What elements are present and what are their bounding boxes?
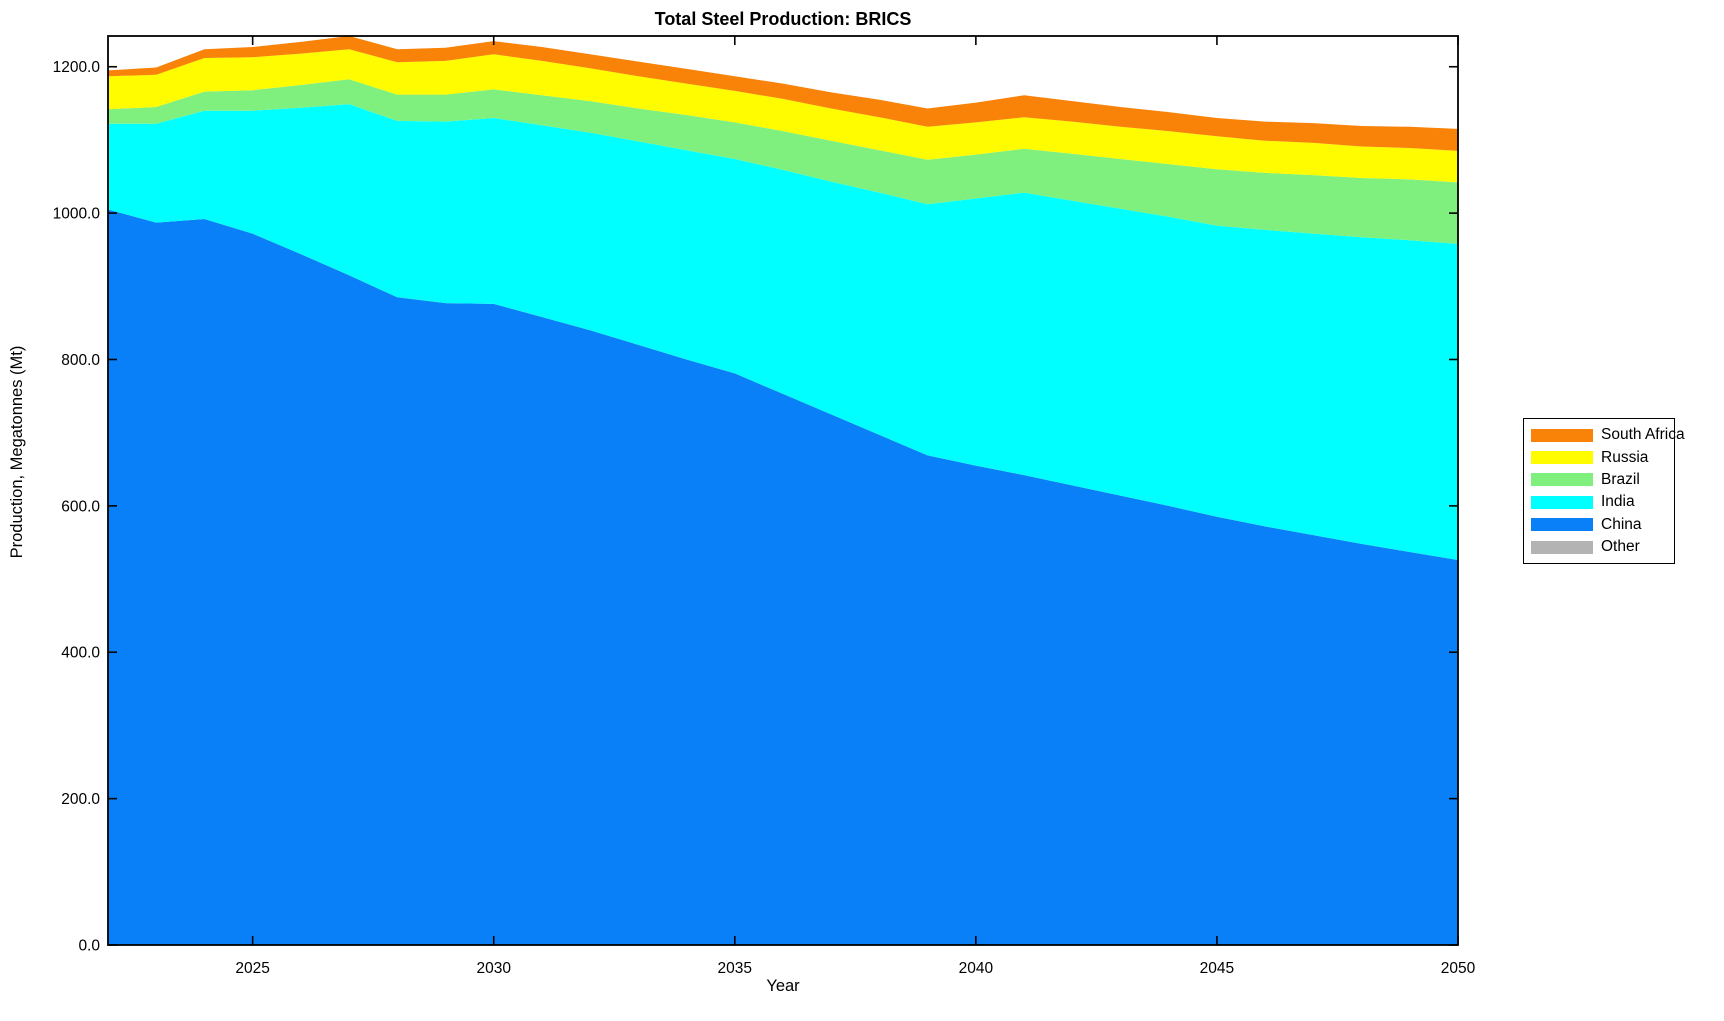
y-axis-label: Production, Megatonnes (Mt) [8,346,26,559]
legend-row: Russia [1531,446,1668,468]
plot-frame [107,35,1459,946]
legend-row: China [1531,514,1668,536]
legend-label: South Africa [1601,426,1685,444]
x-tick-label: 2050 [1441,960,1476,977]
x-tick-label: 2025 [235,960,269,977]
legend-swatch-other [1531,540,1593,554]
legend-swatch-china [1531,518,1593,532]
x-tick-label: 2030 [476,960,511,977]
y-tick-label: 800.0 [61,352,100,369]
x-tick-label: 2040 [959,960,994,977]
legend-row: Brazil [1531,469,1668,491]
legend-swatch-brazil [1531,473,1593,487]
legend-swatch-south-africa [1531,428,1593,442]
legend-label: Russia [1601,448,1649,466]
area-band-india [108,104,1458,560]
y-tick-label: 600.0 [61,498,100,515]
y-tick-label: 400.0 [61,645,100,662]
x-tick-label: 2045 [1200,960,1234,977]
legend-row: India [1531,491,1668,513]
legend-label: Brazil [1601,470,1640,488]
area-band-south-africa [108,36,1458,151]
legend: South Africa Russia Brazil India China Other [1523,418,1685,565]
x-tick-label: 2035 [718,960,752,977]
legend-label: Other [1601,538,1640,556]
legend-label: India [1601,493,1635,511]
legend-swatch-russia [1531,451,1593,465]
y-tick-label: 1000.0 [53,206,101,223]
chart-title: Total Steel Production: BRICS [655,9,912,29]
y-tick-label: 200.0 [61,791,100,808]
x-axis-label: Year [766,977,800,995]
area-band-brazil [108,79,1458,244]
area-band-china [108,209,1458,945]
y-tick-label: 0.0 [78,938,100,955]
legend-row: Other [1531,536,1668,558]
legend-label: China [1601,515,1642,533]
axis-tick-labels: 2025 2030 2035 2040 2045 2050 0.0 200.0 400.0 600… [53,59,1476,977]
y-tick-label: 1200.0 [53,59,101,76]
stacked-area-bands [108,36,1458,945]
area-band-russia [108,49,1458,183]
legend-swatch-india [1531,495,1593,509]
legend-row: South Africa [1531,424,1685,446]
